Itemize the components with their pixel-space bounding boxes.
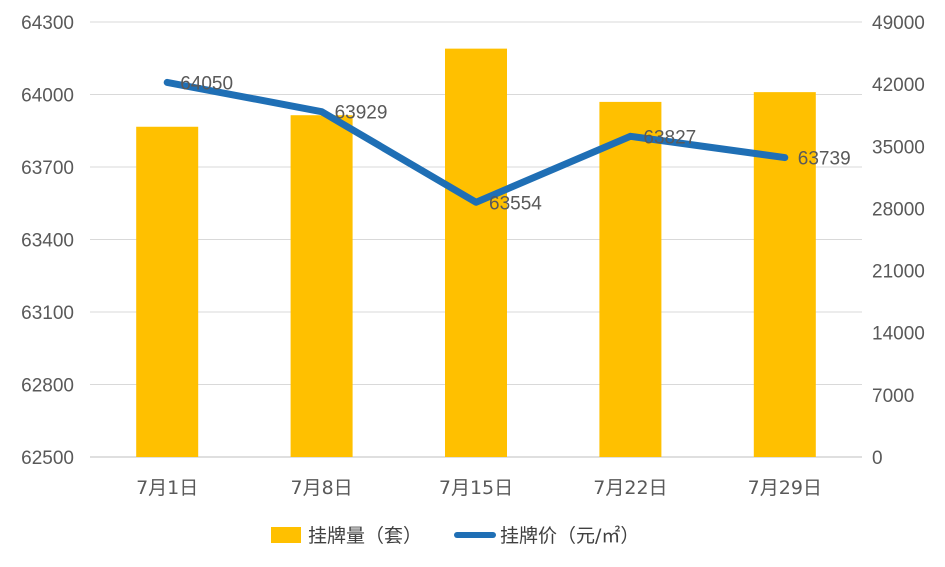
bar-series <box>136 48 816 458</box>
x-axis-ticks: 7月1日 7月8日 7月15日 7月22日 7月29日 <box>136 477 822 499</box>
bar <box>753 92 816 457</box>
line-series <box>163 78 789 206</box>
line-data-label: 63929 <box>335 103 388 124</box>
line-data-label: 63827 <box>643 127 696 148</box>
line-data-label: 64050 <box>180 73 233 94</box>
x-tick-label: 7月8日 <box>291 477 353 499</box>
line-data-label: 63554 <box>489 193 542 214</box>
y-left-tick-label: 64300 <box>21 13 74 34</box>
y-right-tick-label: 35000 <box>872 137 925 158</box>
y-left-tick-label: 63400 <box>21 231 74 252</box>
y-left-tick-label: 63100 <box>21 303 74 324</box>
line-data-labels: 64050 63929 63554 63827 63739 <box>180 73 850 214</box>
x-tick-label: 7月22日 <box>593 477 667 499</box>
legend-label-line: 挂牌价（元/㎡） <box>500 524 639 547</box>
y-right-tick-label: 14000 <box>872 324 925 345</box>
right-axis-ticks: 0 7000 14000 21000 28000 35000 42000 49000 <box>872 13 925 469</box>
y-right-tick-label: 0 <box>872 448 883 469</box>
bar <box>599 101 662 458</box>
legend: 挂牌量（套） 挂牌价（元/㎡） <box>271 524 639 547</box>
line-data-label: 63739 <box>798 149 851 170</box>
y-right-tick-label: 49000 <box>872 13 925 34</box>
y-left-tick-label: 62800 <box>21 376 74 397</box>
y-right-tick-label: 21000 <box>872 262 925 283</box>
y-left-tick-label: 63700 <box>21 158 74 179</box>
x-tick-label: 7月29日 <box>748 477 822 499</box>
legend-label-bar: 挂牌量（套） <box>308 525 422 547</box>
bar <box>136 126 199 458</box>
y-right-tick-label: 42000 <box>872 75 925 96</box>
y-right-tick-label: 7000 <box>872 386 914 407</box>
bar <box>445 48 507 457</box>
left-axis-ticks: 62500 62800 63100 63400 63700 64000 64300 <box>21 13 74 469</box>
x-tick-label: 7月1日 <box>136 477 198 499</box>
y-left-tick-label: 62500 <box>21 448 74 469</box>
y-left-tick-label: 64000 <box>21 86 74 107</box>
x-tick-label: 7月15日 <box>439 477 513 499</box>
y-right-tick-label: 28000 <box>872 199 925 220</box>
price-line <box>163 78 789 206</box>
legend-swatch-bar <box>271 527 301 543</box>
bar <box>290 115 353 457</box>
